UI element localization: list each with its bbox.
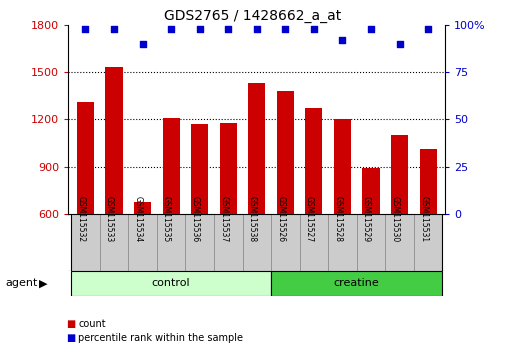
Text: GSM115530: GSM115530 bbox=[390, 195, 399, 242]
Point bbox=[366, 26, 374, 32]
Text: GSM115526: GSM115526 bbox=[276, 196, 285, 242]
Bar bbox=[71, 214, 99, 271]
Bar bbox=[191, 124, 208, 214]
Point bbox=[309, 26, 317, 32]
Bar bbox=[299, 214, 328, 271]
Text: GSM115529: GSM115529 bbox=[361, 196, 370, 242]
Bar bbox=[134, 201, 151, 214]
Text: GDS2765 / 1428662_a_at: GDS2765 / 1428662_a_at bbox=[164, 9, 341, 23]
Bar bbox=[328, 214, 356, 271]
Bar bbox=[419, 149, 436, 214]
Bar bbox=[384, 214, 413, 271]
Bar bbox=[242, 214, 271, 271]
Point bbox=[138, 41, 146, 46]
Bar bbox=[71, 271, 271, 296]
Bar bbox=[162, 118, 179, 214]
Bar bbox=[105, 67, 122, 214]
Text: GSM115533: GSM115533 bbox=[105, 195, 114, 242]
Bar bbox=[99, 214, 128, 271]
Text: GSM115535: GSM115535 bbox=[162, 195, 171, 242]
Text: ■: ■ bbox=[66, 333, 75, 343]
Text: count: count bbox=[78, 319, 106, 329]
Bar bbox=[305, 108, 322, 214]
Bar bbox=[413, 214, 441, 271]
Bar bbox=[271, 271, 441, 296]
Point bbox=[224, 26, 232, 32]
Bar bbox=[128, 214, 157, 271]
Bar bbox=[356, 214, 384, 271]
Text: GSM115534: GSM115534 bbox=[133, 195, 142, 242]
Text: GSM115537: GSM115537 bbox=[219, 195, 228, 242]
Point bbox=[423, 26, 431, 32]
Text: ■: ■ bbox=[66, 319, 75, 329]
Text: GSM115536: GSM115536 bbox=[190, 195, 199, 242]
Point bbox=[338, 37, 346, 43]
Text: GSM115528: GSM115528 bbox=[333, 196, 342, 242]
Point bbox=[281, 26, 289, 32]
Text: control: control bbox=[152, 278, 190, 288]
Point bbox=[167, 26, 175, 32]
Text: GSM115527: GSM115527 bbox=[305, 196, 313, 242]
Text: agent: agent bbox=[5, 278, 37, 288]
Bar bbox=[271, 214, 299, 271]
Text: percentile rank within the sample: percentile rank within the sample bbox=[78, 333, 243, 343]
Point bbox=[195, 26, 204, 32]
Point bbox=[252, 26, 261, 32]
Point bbox=[110, 26, 118, 32]
Text: GSM115538: GSM115538 bbox=[247, 196, 256, 242]
Bar bbox=[362, 169, 379, 214]
Bar bbox=[185, 214, 214, 271]
Bar bbox=[219, 124, 236, 214]
Bar bbox=[77, 102, 94, 214]
Bar bbox=[390, 135, 408, 214]
Bar bbox=[276, 91, 293, 214]
Bar bbox=[248, 83, 265, 214]
Text: GSM115532: GSM115532 bbox=[76, 196, 85, 242]
Point bbox=[81, 26, 89, 32]
Bar bbox=[157, 214, 185, 271]
Text: ▶: ▶ bbox=[39, 278, 47, 288]
Text: GSM115531: GSM115531 bbox=[418, 196, 427, 242]
Bar bbox=[333, 119, 350, 214]
Text: creatine: creatine bbox=[333, 278, 379, 288]
Point bbox=[395, 41, 403, 46]
Bar bbox=[214, 214, 242, 271]
